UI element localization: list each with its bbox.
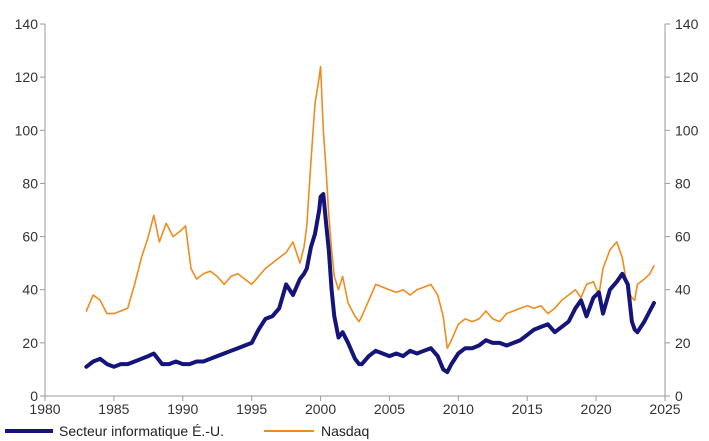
x-tick-label: 2015 [512, 401, 543, 417]
y-tick-label-left: 60 [22, 229, 38, 245]
x-tick-label: 2020 [581, 401, 612, 417]
y-tick-label-right: 40 [675, 282, 691, 298]
y-tick-label-left: 80 [22, 175, 38, 191]
axes: 0 20 40 60 80 100 120 140 0 20 40 60 80 100 120 140 1980… [15, 16, 699, 417]
legend: Secteur informatique É.-U. Nasdaq [5, 423, 369, 439]
y-tick-label-left: 0 [30, 388, 38, 404]
y-tick-label-left: 120 [15, 69, 39, 85]
y-tick-label-right: 140 [675, 16, 699, 32]
y-tick-label-right: 60 [675, 229, 691, 245]
y-tick-label-left: 40 [22, 282, 38, 298]
y-tick-label-right: 0 [675, 388, 683, 404]
y-tick-label-left: 100 [15, 122, 39, 138]
x-tick-label: 1995 [236, 401, 267, 417]
series-line-nasdaq [85, 65, 655, 349]
y-tick-label-left: 140 [15, 16, 39, 32]
legend-label-nasdaq: Nasdaq [321, 423, 369, 439]
x-tick-label: 2005 [374, 401, 405, 417]
x-tick-label: 1990 [167, 401, 198, 417]
y-tick-label-right: 100 [675, 122, 699, 138]
y-tick-label-right: 120 [675, 69, 699, 85]
series-line-secteur [84, 192, 656, 375]
x-tick-label: 1985 [98, 401, 129, 417]
legend-label-secteur: Secteur informatique É.-U. [59, 423, 224, 439]
y-tick-label-right: 80 [675, 175, 691, 191]
x-tick-label: 2010 [443, 401, 474, 417]
x-tick-label: 2025 [649, 401, 680, 417]
series-lines [84, 65, 656, 375]
y-tick-label-right: 20 [675, 335, 691, 351]
x-tick-label: 2000 [305, 401, 336, 417]
y-tick-label-left: 20 [22, 335, 38, 351]
x-tick-label: 1980 [29, 401, 60, 417]
